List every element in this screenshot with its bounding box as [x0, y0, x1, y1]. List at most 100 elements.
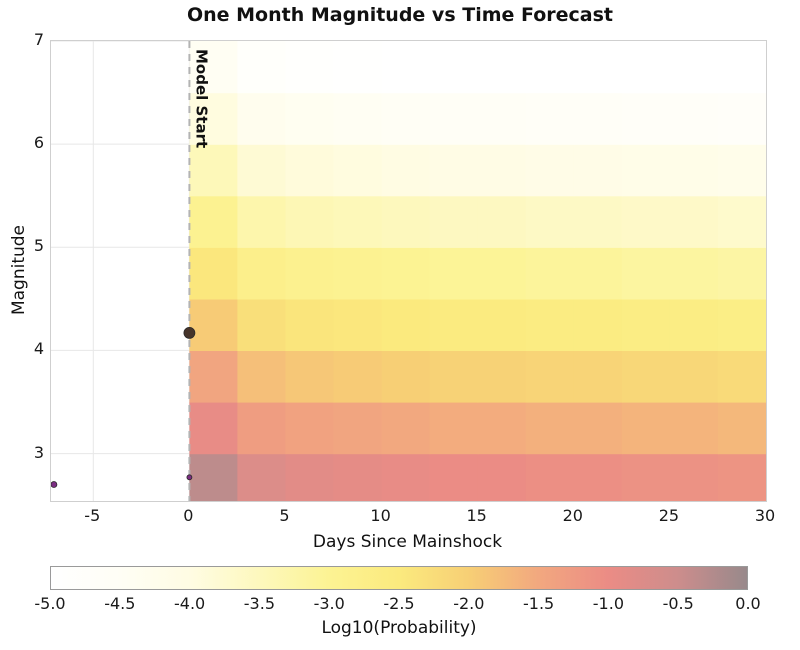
- heatmap-cell: [429, 41, 479, 94]
- colorbar-tick-label: -0.5: [662, 594, 694, 613]
- heatmap-cell: [237, 195, 287, 248]
- heatmap-cell: [237, 402, 287, 455]
- x-tick-label: 25: [658, 506, 680, 525]
- heatmap-cell: [477, 298, 527, 351]
- heatmap-cell: [717, 453, 766, 501]
- heatmap-cell: [429, 298, 479, 351]
- heatmap-cell: [333, 195, 383, 248]
- colorbar-tick-label: -1.0: [592, 594, 624, 613]
- heatmap-cell: [477, 195, 527, 248]
- heatmap-cell: [525, 453, 575, 501]
- heatmap-cell: [189, 453, 239, 501]
- x-tick-label: 0: [183, 506, 194, 525]
- x-axis-label: Days Since Mainshock: [312, 532, 503, 552]
- y-tick-label: 7: [33, 30, 44, 49]
- heatmap-cell: [381, 453, 431, 501]
- heatmap-cell: [669, 144, 719, 197]
- heatmap-cell: [429, 350, 479, 403]
- heatmap-cell: [189, 41, 239, 94]
- heatmap-cell: [477, 92, 527, 145]
- heatmap-cell: [525, 402, 575, 455]
- heatmap-cell: [573, 144, 623, 197]
- heatmap-cell: [477, 453, 527, 501]
- heatmap-cell: [525, 144, 575, 197]
- y-tick-label: 5: [33, 236, 44, 256]
- heatmap-cell: [237, 144, 287, 197]
- heatmap-cell: [477, 247, 527, 300]
- colorbar: [50, 566, 748, 590]
- heatmap-cell: [621, 144, 671, 197]
- heatmap-cell: [189, 92, 239, 145]
- heatmap-cell: [621, 41, 671, 94]
- heatmap-cell: [573, 298, 623, 351]
- heatmap-cell: [333, 92, 383, 145]
- heatmap-cell: [669, 195, 719, 248]
- heatmap-cell: [333, 402, 383, 455]
- colorbar-tick-label: -1.5: [522, 594, 555, 613]
- heatmap-cell: [525, 195, 575, 248]
- heatmap-cell: [333, 298, 383, 351]
- heatmap-cell: [525, 298, 575, 351]
- heatmap-cell: [381, 41, 431, 94]
- earthquake-point: [183, 326, 196, 339]
- heatmap-cell: [525, 350, 575, 403]
- heatmap-cell: [429, 247, 479, 300]
- y-tick-label: 4: [33, 339, 44, 359]
- heatmap-cell: [189, 298, 239, 351]
- heatmap-cell: [429, 144, 479, 197]
- heatmap-cell: [381, 195, 431, 248]
- x-tick-label: 15: [466, 506, 487, 525]
- heatmap-cell: [621, 92, 671, 145]
- heatmap-cell: [237, 298, 287, 351]
- heatmap-cell: [525, 41, 575, 94]
- heatmap-cell: [669, 92, 719, 145]
- heatmap-cell: [333, 453, 383, 501]
- heatmap-cell: [429, 92, 479, 145]
- x-tick-label: 30: [754, 506, 776, 525]
- heatmap-cell: [189, 144, 239, 197]
- heatmap-cell: [669, 453, 719, 501]
- colorbar-label: Log10(Probability): [321, 618, 477, 638]
- heatmap-cell: [381, 144, 431, 197]
- heatmap-cell: [237, 350, 287, 403]
- heatmap-cell: [573, 402, 623, 455]
- heatmap-cell: [381, 247, 431, 300]
- heatmap-cell: [285, 298, 335, 351]
- model-start-label: Model Start: [192, 49, 210, 148]
- heatmap-cell: [621, 247, 671, 300]
- heatmap-cell: [237, 92, 287, 145]
- colorbar-tick-label: -4.5: [104, 594, 136, 613]
- heatmap-cell: [477, 402, 527, 455]
- colorbar-tick-label: -3.5: [243, 594, 275, 613]
- heatmap-cell: [285, 453, 335, 501]
- colorbar-ticks: -5.0 -4.5 -4.0 -3.5 -3.0 -2.5 -2.0 -1.5 -1.0 -0.5…: [34, 594, 760, 614]
- heatmap-cell: [333, 41, 383, 94]
- heatmap-cell: [237, 453, 287, 501]
- heatmap-cell: [573, 350, 623, 403]
- heatmap-cell: [333, 144, 383, 197]
- heatmap-cell: [381, 350, 431, 403]
- heatmap-cell: [669, 41, 719, 94]
- heatmap-cell: [573, 92, 623, 145]
- colorbar-tick-label: -2.0: [453, 594, 485, 613]
- heatmap-cell: [333, 247, 383, 300]
- heatmap-cell: [621, 402, 671, 455]
- plot-area: Model Start: [50, 40, 767, 502]
- x-tick-label: 20: [562, 506, 583, 525]
- earthquake-point: [51, 481, 58, 488]
- x-tick-label: -5: [84, 506, 101, 525]
- y-tick-label: 6: [33, 133, 44, 153]
- heatmap-cell: [285, 195, 335, 248]
- colorbar-tick-label: -3.0: [313, 594, 345, 613]
- heatmap-cell: [573, 195, 623, 248]
- heatmap-cell: [621, 350, 671, 403]
- heatmap-cell: [285, 41, 335, 94]
- heatmap-cell: [717, 144, 766, 197]
- heatmap-cell: [285, 144, 335, 197]
- colorbar-tick-label: -4.0: [173, 594, 206, 613]
- heatmap-canvas: Model Start: [51, 41, 766, 501]
- heatmap-cell: [429, 453, 479, 501]
- heatmap-cell: [717, 92, 766, 145]
- heatmap-cell: [669, 298, 719, 351]
- heatmap-cell: [669, 350, 719, 403]
